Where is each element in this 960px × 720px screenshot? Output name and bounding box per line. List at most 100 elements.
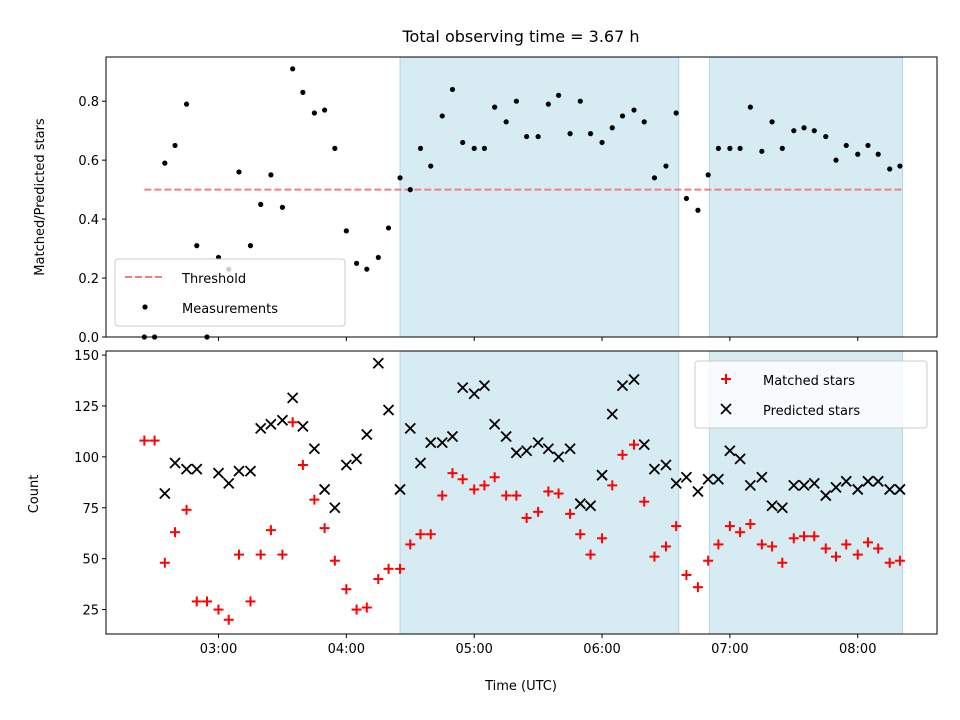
measurement-point (631, 107, 637, 113)
predicted-point (255, 422, 267, 435)
measurement-point (727, 145, 733, 151)
predicted-point (820, 489, 832, 502)
matched-point (277, 549, 288, 560)
measurement-point (737, 145, 743, 151)
measurement-point (471, 145, 477, 151)
measurement-point (279, 204, 286, 210)
matched-point (297, 460, 308, 471)
predicted-point (670, 477, 682, 489)
matched-point (735, 527, 746, 538)
count-panel-y-ticks: 25 50 75 100 125 150 (74, 349, 106, 619)
y-tick-label: 0.2 (78, 272, 99, 287)
predicted-point (680, 471, 693, 483)
measurement-point (247, 243, 254, 249)
measurement-point (641, 119, 647, 125)
matched-point (469, 484, 480, 495)
matched-point (341, 584, 352, 595)
predicted-point (616, 379, 629, 392)
matched-point (287, 417, 298, 428)
matched-point (831, 551, 842, 562)
measurement-point (811, 128, 817, 134)
ratio-panel-shaded-regions (399, 57, 903, 337)
measurement-point (683, 195, 690, 202)
measurement-point (258, 201, 264, 207)
y-tick-label: 50 (82, 553, 99, 568)
predicted-point (244, 465, 257, 477)
predicted-point (180, 463, 193, 475)
predicted-point (628, 373, 640, 386)
matched-point (405, 539, 416, 550)
predicted-point (159, 487, 171, 500)
matched-point (597, 533, 608, 544)
predicted-point (606, 408, 618, 420)
measurement-point (268, 172, 274, 178)
predicted-point (660, 459, 672, 471)
x-tick-label: 08:00 (839, 642, 876, 657)
measurement-point (823, 133, 829, 140)
matched-point (437, 490, 448, 501)
measurement-point (183, 101, 190, 107)
measurement-point (587, 131, 594, 137)
matched-point (660, 541, 671, 552)
matched-point (191, 596, 202, 607)
matched-point (884, 557, 895, 568)
ratio-panel: 0.00.20.40.60.8 Matched/Predicted stars … (33, 56, 938, 346)
y-tick-label: 0.6 (78, 154, 99, 169)
predicted-point (318, 483, 331, 496)
matched-point (233, 549, 244, 560)
matched-point (841, 539, 852, 550)
measurement-point (715, 145, 721, 151)
measurement-point (481, 145, 488, 151)
predicted-point (776, 502, 788, 514)
matched-point (585, 549, 596, 560)
measurement-point (801, 125, 807, 131)
legend-box (694, 360, 928, 429)
measurement-point (343, 228, 349, 234)
predicted-point (744, 479, 756, 492)
count-panel-shaded-regions (399, 351, 903, 634)
measurement-point (162, 160, 168, 166)
measurement-point (172, 142, 178, 149)
matched-point (415, 529, 426, 540)
predicted-point (478, 379, 491, 392)
predicted-point (724, 445, 736, 457)
predicted-point (756, 471, 768, 483)
predicted-point (798, 479, 810, 492)
matched-point (223, 614, 234, 625)
matched-point (629, 439, 640, 450)
y-tick-label: 0.0 (78, 331, 99, 346)
measurement-point (747, 104, 753, 110)
measurement-point (577, 98, 583, 104)
y-tick-label: 25 (82, 604, 99, 619)
matched-point (894, 555, 905, 566)
matched-point (820, 543, 831, 554)
predicted-point (840, 475, 852, 487)
ratio-panel-frame (105, 56, 938, 338)
measurement-point (855, 151, 861, 157)
legend-measurements-label: Measurements (182, 302, 278, 317)
shaded-region (400, 351, 679, 634)
predicted-point (734, 453, 746, 465)
matched-point (329, 555, 340, 566)
predicted-point (884, 483, 896, 496)
matched-point (201, 596, 212, 607)
x-tick-label: 03:00 (200, 642, 237, 657)
predicted-point (287, 392, 299, 404)
predicted-point (788, 479, 800, 492)
measurement-point (791, 128, 797, 134)
predicted-point (542, 443, 554, 455)
legend-predicted-label: Predicted stars (763, 404, 860, 419)
matched-point (756, 539, 767, 550)
matched-point (479, 480, 490, 491)
matched-point (351, 604, 362, 615)
matched-point (139, 435, 150, 446)
ratio-panel-y-ticks: 0.0 0.2 0.4 0.6 0.8 (78, 95, 106, 346)
matched-point (724, 521, 735, 532)
measurement-point (439, 113, 445, 119)
matched-point (170, 527, 181, 538)
y-tick-label: 125 (74, 400, 99, 415)
measurement-point (875, 151, 881, 157)
predicted-point (394, 483, 406, 496)
matched-point (265, 525, 276, 536)
predicted-point (862, 475, 874, 487)
